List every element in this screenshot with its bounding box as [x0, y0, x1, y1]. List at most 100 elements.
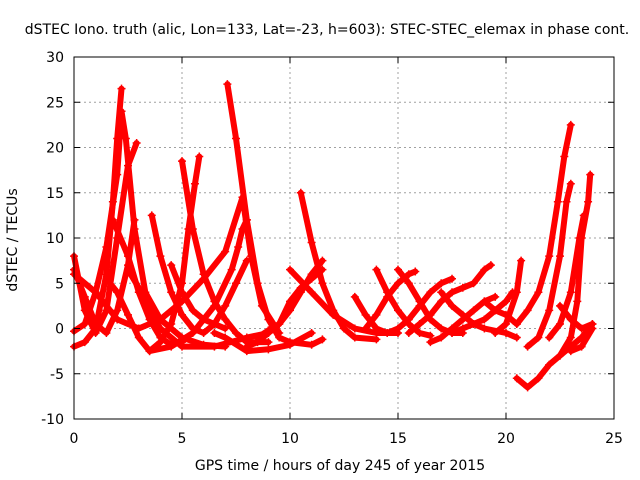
data-point	[426, 338, 435, 347]
data-point	[566, 179, 575, 188]
series-13	[223, 80, 327, 349]
data-point	[372, 324, 381, 333]
data-point	[286, 306, 294, 315]
x-tick-label: 10	[281, 431, 299, 447]
data-point	[480, 315, 489, 324]
data-point	[102, 329, 111, 338]
data-point	[210, 319, 219, 328]
data-point	[556, 252, 564, 261]
data-point	[134, 283, 143, 292]
data-point	[512, 374, 521, 383]
series-32	[545, 211, 588, 342]
y-tick-label: 20	[46, 141, 64, 157]
data-point	[210, 297, 219, 306]
y-tick-label: -10	[41, 412, 64, 428]
data-point	[286, 265, 294, 274]
data-point	[491, 306, 500, 315]
y-axis-label: dSTEC / TECUs	[5, 188, 21, 291]
y-tick-label: -5	[50, 367, 64, 383]
data-point	[437, 333, 446, 342]
series-27	[491, 256, 526, 338]
data-point	[415, 297, 424, 306]
data-point	[264, 345, 273, 354]
series-10	[167, 261, 230, 333]
data-point	[491, 292, 500, 301]
data-point	[296, 188, 305, 197]
series-31-trace	[557, 171, 594, 359]
data-point	[566, 333, 575, 342]
data-point	[584, 197, 593, 206]
data-point	[188, 324, 197, 333]
series-9	[147, 211, 251, 338]
data-point	[318, 279, 327, 288]
data-point	[178, 157, 186, 166]
data-point	[264, 338, 273, 347]
data-point	[566, 288, 575, 297]
data-point	[437, 279, 446, 288]
data-point	[383, 329, 392, 338]
data-point	[145, 306, 154, 315]
data-point	[512, 333, 521, 342]
data-point	[130, 215, 139, 224]
data-point	[238, 224, 247, 233]
data-point	[113, 288, 122, 297]
data-point	[566, 347, 575, 356]
data-point	[124, 265, 132, 274]
data-point	[242, 215, 251, 224]
data-point	[318, 256, 327, 265]
data-point	[80, 338, 89, 347]
data-point	[575, 234, 584, 242]
data-point	[132, 138, 141, 147]
series-25	[437, 288, 521, 342]
data-point	[340, 324, 348, 333]
data-point	[586, 170, 595, 179]
data-point	[108, 215, 117, 224]
data-point	[307, 238, 316, 247]
data-point	[124, 310, 132, 319]
data-point	[534, 374, 543, 383]
data-point	[469, 279, 478, 288]
y-tick-label: 15	[46, 186, 64, 202]
data-point	[545, 306, 554, 315]
data-point	[221, 315, 230, 324]
data-point	[232, 134, 240, 143]
data-point	[178, 342, 186, 351]
data-point	[221, 247, 230, 256]
data-point	[195, 152, 204, 161]
x-tick-label: 0	[70, 431, 79, 447]
data-point	[234, 243, 243, 252]
data-point	[556, 319, 564, 328]
data-point	[556, 301, 564, 310]
data-point	[372, 310, 381, 319]
data-point	[361, 310, 370, 319]
data-point	[426, 310, 435, 319]
data-point	[227, 265, 236, 274]
data-point	[545, 360, 554, 369]
data-point	[512, 288, 521, 297]
series-28-trace	[513, 321, 596, 391]
data-point	[242, 256, 251, 265]
series-10-trace	[168, 262, 229, 332]
y-tick-label: 0	[55, 322, 64, 338]
data-point	[517, 256, 526, 265]
data-point	[307, 329, 316, 338]
series-11-trace	[179, 158, 272, 346]
data-point	[253, 279, 262, 288]
data-point	[404, 279, 413, 288]
data-point	[178, 288, 186, 297]
data-point	[264, 315, 273, 324]
data-point	[117, 84, 126, 93]
data-point	[167, 261, 176, 270]
data-point	[469, 319, 478, 328]
data-point	[253, 333, 262, 342]
data-point	[579, 211, 588, 220]
x-axis-label: GPS time / hours of day 245 of year 2015	[195, 458, 485, 474]
data-point	[556, 351, 564, 360]
data-point	[512, 319, 521, 328]
data-point	[562, 197, 571, 206]
series-30	[523, 179, 575, 351]
data-point	[210, 342, 219, 351]
data-point	[102, 274, 111, 283]
